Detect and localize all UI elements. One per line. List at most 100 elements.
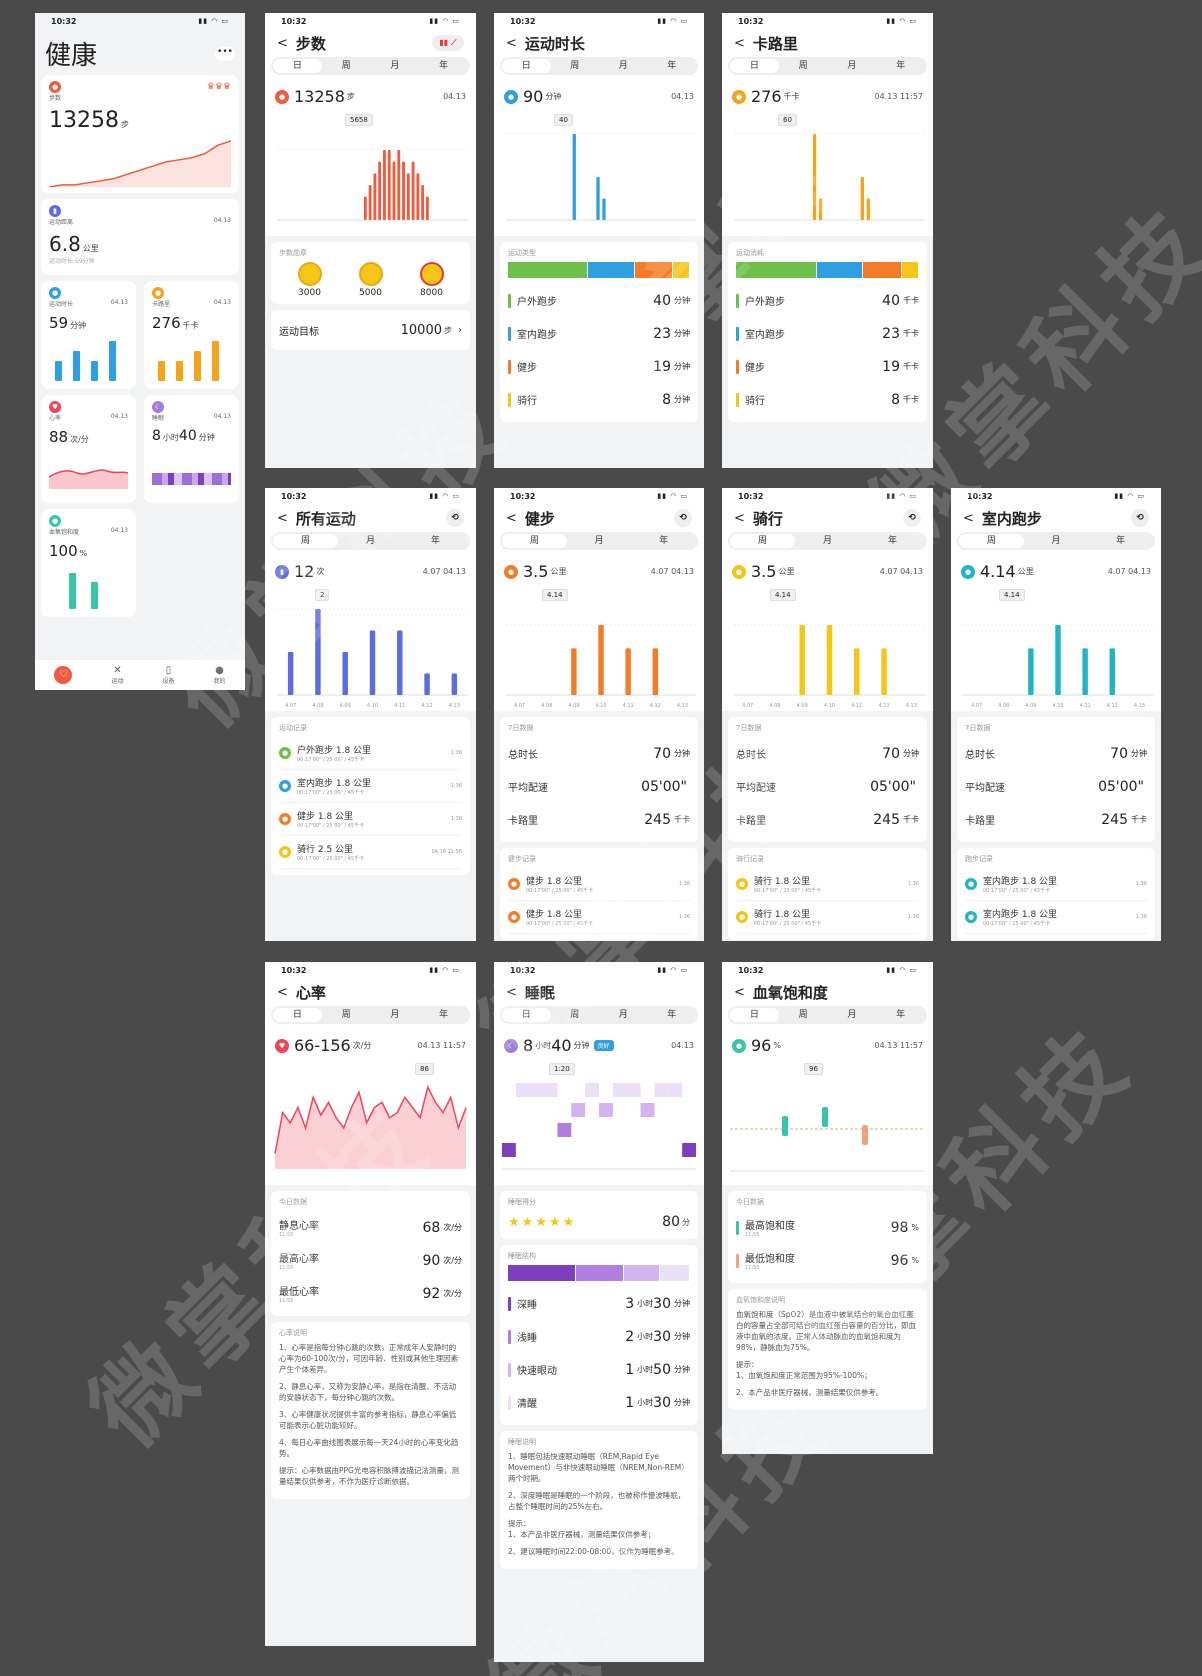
heart-unit: 次/分 (352, 1041, 372, 1050)
stats-list: 总时长 70 分钟 平均配速 05'00" 卡路里 245 千卡 (965, 737, 1147, 836)
back-icon[interactable]: < (963, 510, 974, 526)
tab-day[interactable]: 日 (502, 1008, 551, 1022)
record-row[interactable]: ● 健步 1.8 公里 00:17'00" / 25 00" / 45千卡 1:36 (508, 901, 690, 934)
back-icon[interactable]: < (506, 35, 517, 51)
type-row[interactable]: 骑行 8 分钟 (508, 383, 690, 416)
type-row[interactable]: 健步 19 分钟 (508, 350, 690, 383)
today-list: 最高饱和度 11:55 98% 最低饱和度 11:55 96% (736, 1211, 919, 1277)
tab-month[interactable]: 月 (390, 61, 400, 71)
tab-year[interactable]: 年 (1116, 536, 1126, 546)
tab-month[interactable]: 月 (390, 1010, 400, 1020)
stat-unit: 分钟 (674, 749, 690, 758)
tab-year[interactable]: 年 (896, 61, 906, 71)
tab-week[interactable]: 周 (798, 61, 808, 71)
tab-year[interactable]: 年 (667, 1010, 677, 1020)
tab-year[interactable]: 年 (887, 536, 897, 546)
record-row[interactable]: ● 室内跑步 1.8 公里 00:17'00" / 25 00" / 45千卡 1:3… (965, 901, 1147, 934)
tab-health[interactable]: ♡ (54, 666, 73, 684)
summary: ● 3.5 公里 4.07 04.13 (722, 554, 933, 585)
record-row[interactable]: ● 室内跑步 1.8 公里 00:17'00" / 25 00" / 45千卡 1:3… (279, 770, 462, 803)
stat-value: 245 (1101, 811, 1128, 828)
tab-week[interactable]: 周 (730, 534, 795, 548)
type-row[interactable]: 室内跑步 23 千卡 (736, 317, 919, 350)
back-icon[interactable]: < (277, 510, 288, 526)
screen-walking: 10:32 ▮▮ ◠ ▭ < 健步 ⟲ 周 月 年 ● 3.5 公里 4.07 04.13 4.… (494, 488, 704, 941)
tab-day[interactable]: 日 (273, 1008, 322, 1022)
tab-year[interactable]: 年 (439, 1010, 449, 1020)
tab-month[interactable]: 月 (594, 536, 604, 546)
tab-week[interactable]: 周 (502, 534, 567, 548)
tab-month[interactable]: 月 (847, 61, 857, 71)
tab-month[interactable]: 月 (822, 536, 832, 546)
back-icon[interactable]: < (506, 984, 517, 1000)
back-icon[interactable]: < (277, 984, 288, 1000)
tab-year[interactable]: 年 (667, 61, 677, 71)
distance-card[interactable]: ▮ 运动距离 04.13 6.8 公里 运动时长 59分钟 (41, 199, 239, 275)
tab-device[interactable]: ▯ 设备 (162, 665, 174, 685)
tab-day[interactable]: 日 (273, 59, 322, 73)
goal-card[interactable]: 运动目标 10000 步 › (271, 310, 470, 350)
type-row[interactable]: 户外跑步 40 千卡 (736, 284, 919, 317)
back-icon[interactable]: < (734, 35, 745, 51)
status-icons: ▮▮ ◠ ▭ (886, 17, 917, 25)
tab-sport[interactable]: ✕ 运动 (111, 665, 123, 685)
duration-card[interactable]: ● 运动时长 04.13 59 分钟 (41, 281, 136, 389)
stage-minutes-unit: 分钟 (674, 1299, 690, 1308)
tab-day[interactable]: 日 (730, 1008, 779, 1022)
record-row[interactable]: ● 骑行 1.8 公里 00:17'00" / 25 00" / 45千卡 1:36 (736, 868, 919, 901)
record-row[interactable]: ● 健步 1.8 公里 00:17'00" / 25 00" / 45千卡 1:36 (508, 868, 690, 901)
steps-card[interactable]: ● ♛♛♛ 步数 13258 步 (41, 75, 239, 193)
heart-card[interactable]: ♥ 心率 04.13 88 次/分 (41, 395, 136, 503)
refresh-icon[interactable]: ⟲ (446, 509, 464, 527)
page-title: 卡路里 (752, 34, 798, 53)
medal-5000[interactable]: 5000 (358, 262, 383, 298)
tab-me[interactable]: ● 我的 (213, 665, 225, 685)
back-icon[interactable]: < (734, 984, 745, 1000)
chart-toggle-icon[interactable]: ▮▮ ⟋ (432, 35, 464, 51)
tab-week[interactable]: 周 (570, 61, 580, 71)
type-unit: 千卡 (903, 329, 919, 338)
tab-week[interactable]: 周 (341, 1010, 351, 1020)
type-row[interactable]: 健步 19 千卡 (736, 350, 919, 383)
tab-year[interactable]: 年 (430, 536, 440, 546)
tab-year[interactable]: 年 (659, 536, 669, 546)
more-icon[interactable]: ••• (215, 46, 235, 61)
back-icon[interactable]: < (734, 510, 745, 526)
tab-week[interactable]: 周 (570, 1010, 580, 1020)
series-line (49, 140, 231, 187)
refresh-icon[interactable]: ⟲ (674, 509, 692, 527)
tab-week[interactable]: 周 (341, 61, 351, 71)
tab-year[interactable]: 年 (896, 1010, 906, 1020)
type-row[interactable]: 室内跑步 23 分钟 (508, 317, 690, 350)
tab-month[interactable]: 月 (847, 1010, 857, 1020)
type-row[interactable]: 户外跑步 40 分钟 (508, 284, 690, 317)
spo2-stat-row: 最低饱和度 11:55 96% (736, 1244, 919, 1277)
stage-segment (624, 1265, 660, 1281)
date-label: 04.13 (443, 92, 466, 101)
refresh-icon[interactable]: ⟲ (1131, 509, 1149, 527)
tab-day[interactable]: 日 (502, 59, 551, 73)
record-row[interactable]: ● 骑行 1.8 公里 00:17'00" / 25 00" / 45千卡 1:36 (736, 901, 919, 934)
type-row[interactable]: 骑行 8 千卡 (736, 383, 919, 416)
tab-day[interactable]: 日 (730, 59, 779, 73)
tab-month[interactable]: 月 (618, 1010, 628, 1020)
tab-year[interactable]: 年 (439, 61, 449, 71)
record-row[interactable]: ● 室内跑步 1.8 公里 00:17'00" / 25 00" / 45千卡 1:3… (965, 868, 1147, 901)
calories-card[interactable]: ● 卡路里 04.13 276 千卡 (144, 281, 239, 389)
sleep-card[interactable]: ☾ 睡眠 04.13 8 小时40 分钟 (144, 395, 239, 503)
tab-month[interactable]: 月 (618, 61, 628, 71)
medal-3000[interactable]: 3000 (297, 262, 322, 298)
medal-8000[interactable]: 8000 (419, 262, 444, 298)
back-icon[interactable]: < (506, 510, 517, 526)
record-row[interactable]: ● 健步 1.8 公里 00:17'00" / 25 00" / 45千卡 1:36 (279, 803, 462, 836)
tab-week[interactable]: 周 (273, 534, 338, 548)
tab-month[interactable]: 月 (365, 536, 375, 546)
spo2-card[interactable]: ● 血氧饱和度 04.13 100% (41, 509, 136, 617)
record-row[interactable]: ● 骑行 2.5 公里 00:17'00" / 25 00" / 45千卡 04.16… (279, 836, 462, 869)
refresh-icon[interactable]: ⟲ (903, 509, 921, 527)
back-icon[interactable]: < (277, 35, 288, 51)
record-row[interactable]: ● 户外跑步 1.8 公里 00:17'00" / 25 00" / 45千卡 1:3… (279, 737, 462, 770)
tab-week[interactable]: 周 (959, 534, 1024, 548)
tab-week[interactable]: 周 (798, 1010, 808, 1020)
tab-month[interactable]: 月 (1051, 536, 1061, 546)
